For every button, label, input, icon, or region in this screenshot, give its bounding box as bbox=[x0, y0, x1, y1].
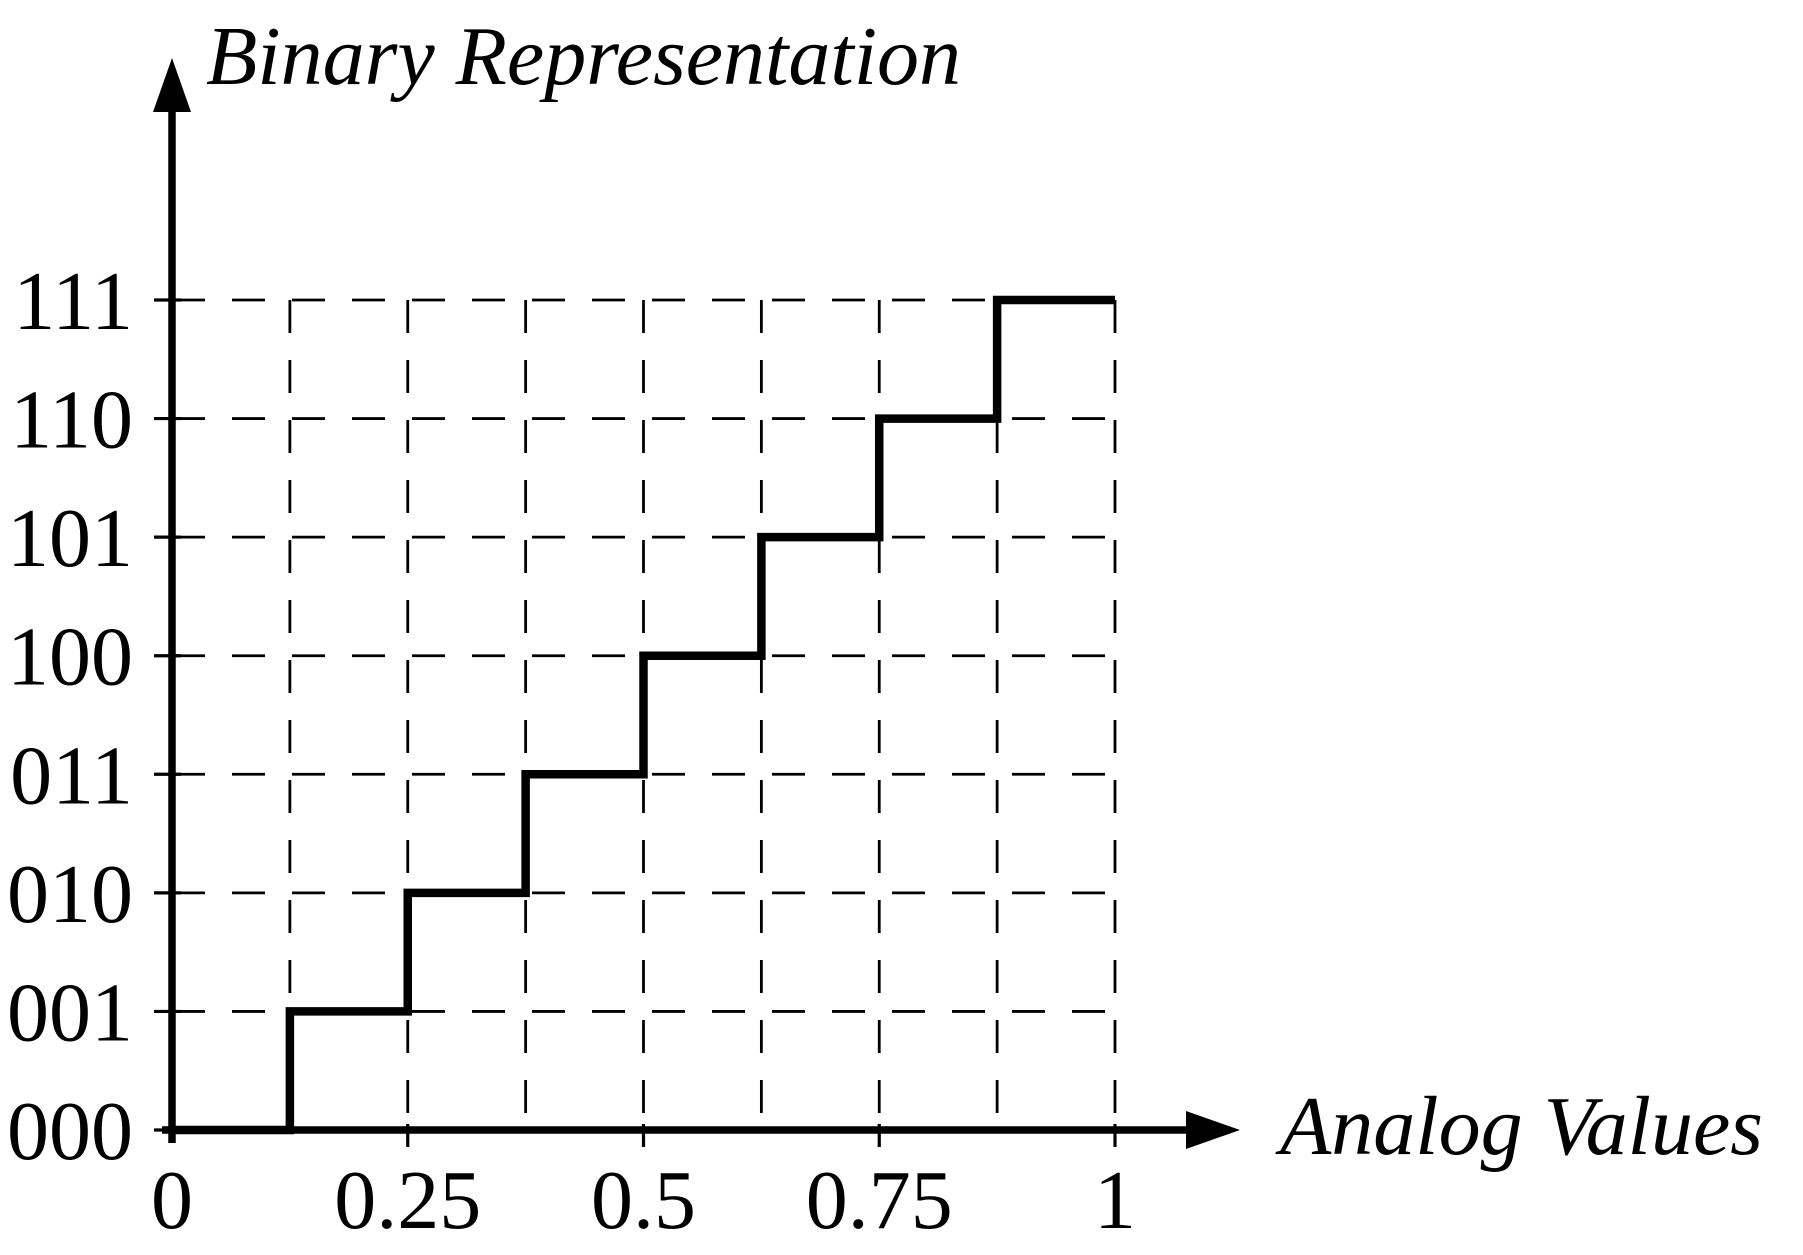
y-tick-label: 010 bbox=[7, 848, 133, 941]
x-tick-label: 0.75 bbox=[806, 1154, 953, 1247]
y-tick-label: 100 bbox=[7, 611, 133, 704]
y-tick-label: 000 bbox=[7, 1085, 133, 1178]
x-axis-label: Analog Values bbox=[1275, 1080, 1763, 1173]
y-axis-arrowhead bbox=[153, 58, 191, 112]
y-tick-label: 011 bbox=[10, 729, 133, 822]
y-tick-label: 001 bbox=[7, 966, 133, 1059]
x-axis-arrowhead bbox=[1186, 1111, 1240, 1149]
x-tick-label: 0.25 bbox=[334, 1154, 481, 1247]
chart-title: Binary Representation bbox=[206, 10, 961, 103]
y-tick-label: 111 bbox=[13, 255, 133, 348]
x-tick-label: 0.5 bbox=[591, 1154, 696, 1247]
x-tick-label: 0 bbox=[151, 1154, 193, 1247]
y-tick-label: 101 bbox=[7, 492, 133, 585]
staircase-curve bbox=[172, 295, 1115, 1135]
x-tick-label: 1 bbox=[1094, 1154, 1136, 1247]
y-tick-label: 110 bbox=[10, 374, 133, 467]
